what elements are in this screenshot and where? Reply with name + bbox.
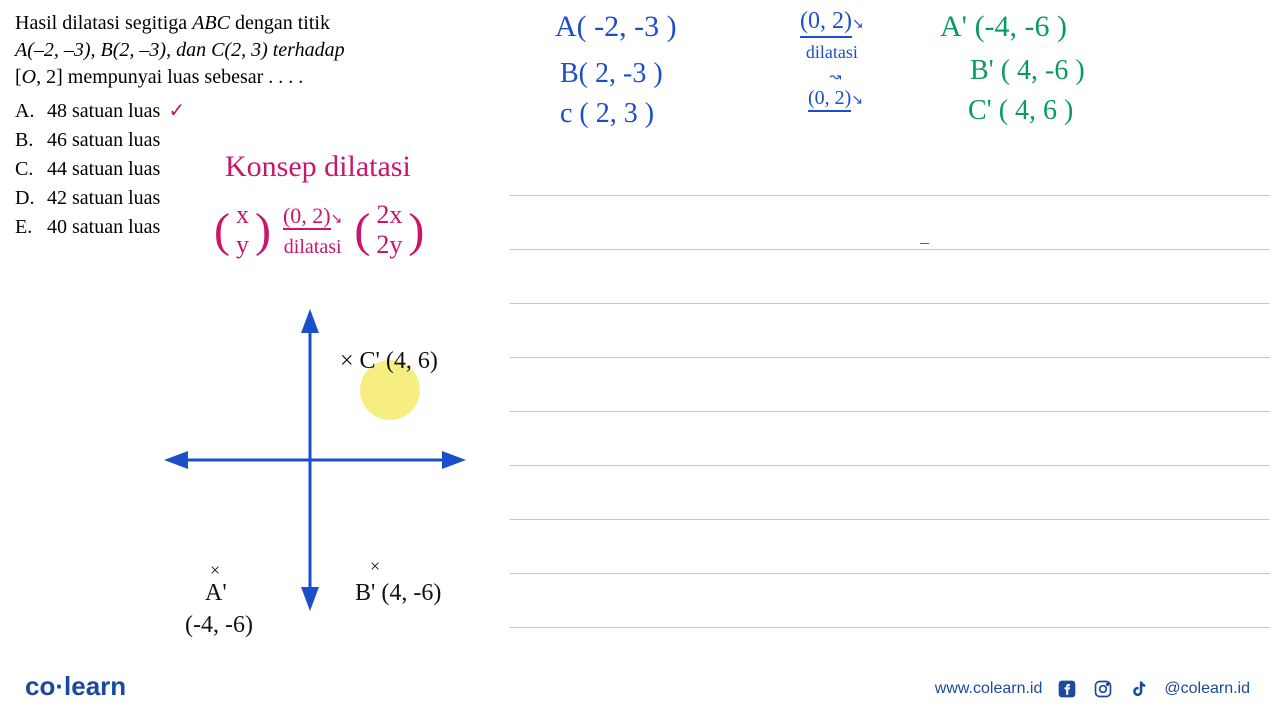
option-a: A. 48 satuan luas ✓: [15, 97, 445, 126]
q-l1-abc: ABC: [192, 12, 230, 34]
hw-Cp: C' ( 4, 6 ): [968, 95, 1073, 127]
option-letter: D.: [15, 184, 47, 213]
brand-logo: co·learn: [25, 671, 126, 702]
hw-A: A( -2, -3 ): [555, 10, 677, 44]
notebook-lines: [510, 142, 1270, 682]
question-line2: A(–2, –3), B(2, –3), dan C(2, 3) terhada…: [15, 37, 445, 64]
question-line3: [O, 2] mempunyai luas sebesar . . . .: [15, 64, 445, 91]
hw-Ap: A' (-4, -6 ): [940, 10, 1067, 44]
hw-C: c ( 2, 3 ): [560, 98, 654, 130]
option-text: 48 satuan luas: [47, 97, 160, 126]
option-text: 46 satuan luas: [47, 126, 160, 155]
f-rt: 2x: [376, 200, 402, 229]
f-rb: 2y: [376, 230, 402, 259]
option-letter: B.: [15, 126, 47, 155]
option-text: 44 satuan luas: [47, 155, 160, 184]
option-letter: A.: [15, 97, 47, 126]
question-line1: Hasil dilatasi segitiga ABC dengan titik: [15, 10, 445, 37]
pt-aprime2: (-4, -6): [185, 612, 253, 639]
pt-bprime: B' (4, -6): [355, 580, 441, 607]
facebook-icon[interactable]: [1056, 678, 1078, 700]
hw-center-top: (0, 2)↘ dilatasi: [800, 8, 864, 65]
option-text: 42 satuan luas: [47, 184, 160, 213]
footer-url[interactable]: www.colearn.id: [935, 680, 1043, 698]
option-text: 40 satuan luas: [47, 213, 160, 242]
brand-learn: learn: [64, 671, 126, 701]
f-lt: x: [236, 200, 249, 229]
f-mt: (0, 2): [283, 203, 331, 230]
q-l1-pre: Hasil dilatasi segitiga: [15, 12, 192, 34]
pt-bp-x: ×: [370, 556, 380, 577]
brand-co: co: [25, 671, 55, 701]
checkmark-icon: ✓: [168, 97, 185, 126]
option-letter: E.: [15, 213, 47, 242]
option-letter: C.: [15, 155, 47, 184]
konsep-formula: ( xy ) (0, 2)↘ dilatasi ( 2x2y ): [210, 198, 428, 262]
hw-Bp: B' ( 4, -6 ): [970, 55, 1085, 87]
footer-handle[interactable]: @colearn.id: [1164, 680, 1250, 698]
konsep-title: Konsep dilatasi: [225, 150, 411, 184]
center2-val: (0, 2): [808, 87, 851, 112]
hw-center-bot: ↝ (0, 2)↘: [808, 64, 863, 112]
footer-right: www.colearn.id @colearn.id: [935, 678, 1250, 700]
tiktok-icon[interactable]: [1128, 678, 1150, 700]
instagram-icon[interactable]: [1092, 678, 1114, 700]
dilatasi-label: dilatasi: [806, 42, 858, 62]
f-lb: y: [236, 230, 249, 259]
hw-B: B( 2, -3 ): [560, 58, 663, 90]
f-mb: dilatasi: [284, 236, 342, 258]
stray-dash: –: [920, 232, 929, 253]
pt-aprime1: A': [205, 580, 227, 607]
center-val: (0, 2): [800, 8, 852, 38]
q-l1-post: dengan titik: [230, 12, 330, 34]
pt-cprime: × C' (4, 6): [340, 348, 438, 375]
pt-ap-x: ×: [210, 560, 220, 581]
